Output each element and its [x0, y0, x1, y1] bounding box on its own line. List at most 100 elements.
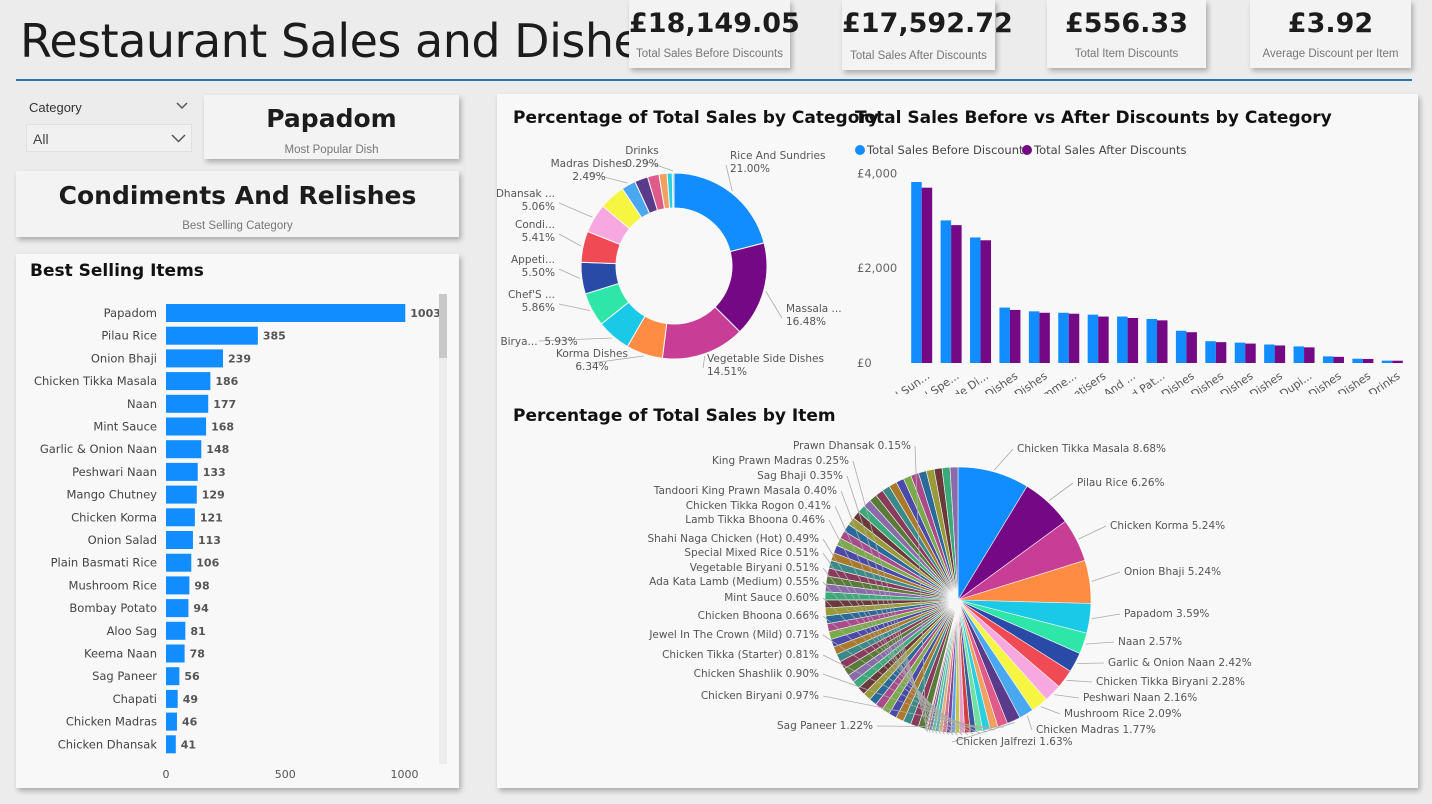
bar-data-label: 56: [184, 670, 200, 683]
charts-panel: Percentage of Total Sales by Category To…: [497, 94, 1418, 788]
leader-line: [876, 725, 1004, 728]
bar-data-label: 81: [190, 625, 205, 638]
kpi-label: Total Sales After Discounts: [850, 50, 987, 62]
bar-category-label: Chicken Korma: [71, 510, 157, 524]
pie-label: Chicken Madras 1.77%: [1036, 724, 1156, 736]
leader-line: [914, 445, 927, 732]
bar: [166, 372, 211, 391]
pie-label: Chicken Bhoona 0.66%: [698, 610, 819, 622]
pie-label: Chicken Korma 5.24%: [1110, 520, 1225, 532]
bar-data-label: 1003: [410, 307, 441, 320]
pie-label: Chicken Tikka (Starter) 0.81%: [662, 649, 819, 661]
bar: [1392, 360, 1403, 363]
pie-label: Lamb Tikka Bhoona 0.46%: [685, 514, 825, 526]
donut-label: Korma Dishes: [556, 348, 628, 360]
pie-label: Sag Bhaji 0.35%: [757, 470, 843, 482]
bar: [166, 440, 202, 459]
donut-label-value: 5.86%: [522, 302, 555, 314]
bar: [1068, 313, 1080, 363]
bar: [166, 304, 406, 322]
leader-line: [725, 164, 733, 192]
bar: [166, 553, 192, 572]
bar: [166, 462, 198, 481]
leader-line: [822, 597, 963, 736]
bar-category-label: Chapati: [113, 692, 157, 706]
kpi-label: Total Sales Before Discounts: [635, 48, 784, 60]
bar-category-label: Onion Bhaji: [91, 351, 157, 365]
bar: [166, 417, 207, 436]
bar-category-label: Aloo Sag: [107, 624, 157, 638]
pie-label: Mint Sauce 0.60%: [724, 592, 819, 604]
pie-label: Vegetable Biryani 0.51%: [690, 562, 819, 574]
pie-label: Shahi Naga Chicken (Hot) 0.49%: [647, 533, 819, 545]
bar-data-label: 46: [182, 716, 198, 729]
bar-data-label: 133: [203, 466, 226, 479]
leader-line: [558, 233, 582, 247]
donut-label: Madras Dishes: [551, 158, 628, 170]
bar-data-label: 148: [206, 443, 229, 456]
kpi-card-sales-before: £18,149.05 Total Sales Before Discounts: [629, 0, 800, 68]
pie-label: King Prawn Madras 0.25%: [712, 455, 849, 467]
leader-line: [1054, 694, 1080, 699]
chevron-down-icon: [171, 134, 186, 143]
pie-label: Special Mixed Rice 0.51%: [684, 547, 819, 559]
bar: [1039, 312, 1050, 363]
donut-label: Birya...: [500, 336, 537, 348]
bar: [970, 237, 981, 363]
leader-line: [538, 337, 613, 342]
bar-data-label: 239: [228, 352, 251, 365]
bar: [166, 712, 177, 731]
bar: [1175, 330, 1187, 363]
bar-category-label: Bombay Potato: [69, 601, 157, 615]
bar: [1381, 360, 1393, 363]
bar-data-label: 113: [198, 534, 221, 547]
donut-label-value: 21.00%: [730, 163, 770, 175]
leader-line: [765, 290, 783, 319]
leader-line: [994, 448, 1014, 471]
bar-category-label: Plain Basmati Rice: [51, 556, 157, 570]
pie-label: Chicken Biryani 0.97%: [701, 690, 819, 702]
bar: [921, 187, 933, 363]
pie-label: Chicken Jalfrezi 1.63%: [956, 736, 1073, 748]
donut-label: Appeti...: [511, 254, 555, 266]
pie-label: Garlic & Onion Naan 2.42%: [1108, 657, 1252, 669]
chevron-down-icon[interactable]: [176, 102, 188, 110]
bar: [166, 735, 176, 754]
x-tick-label: 1000: [391, 768, 419, 781]
bar: [1264, 344, 1275, 363]
donut-slice: [671, 172, 675, 209]
bar-data-label: 385: [263, 330, 286, 343]
scrollbar-thumb[interactable]: [439, 294, 447, 358]
bar-data-label: 168: [211, 421, 234, 434]
donut-label: Condi...: [515, 219, 555, 231]
best-category-label: Best Selling Category: [182, 220, 293, 232]
chart-title: Total Sales Before vs After Discounts by…: [855, 108, 1332, 128]
bar: [1117, 316, 1128, 363]
chart-title: Percentage of Total Sales by Item: [513, 406, 836, 426]
bar-category-label: Chicken Tikka Masala: [34, 374, 157, 388]
donut-label: Massala ...: [786, 303, 842, 315]
bar: [1087, 314, 1099, 363]
donut-label-value: 5.93%: [544, 336, 577, 348]
bar: [166, 621, 186, 640]
leader-line: [822, 567, 954, 736]
x-tick-label: Drinks: [1366, 369, 1402, 394]
bar: [166, 485, 197, 504]
bar: [1205, 341, 1216, 363]
x-tick-label: 500: [275, 768, 296, 781]
bar-data-label: 94: [193, 602, 209, 615]
bar: [980, 240, 992, 363]
leader-line: [822, 552, 949, 735]
pie-label: Tandoori King Prawn Masala 0.40%: [653, 485, 837, 497]
pie-label: Papadom 3.59%: [1124, 608, 1209, 620]
best-selling-items-panel: Best Selling Items Papadom 1003 Pilau Rice…: [16, 254, 459, 788]
category-dropdown[interactable]: All: [26, 124, 192, 152]
donut-label: Rice And Sundries: [730, 150, 825, 162]
bar: [1157, 320, 1168, 363]
bar: [1234, 342, 1246, 363]
donut-label-value: 0.29%: [625, 158, 658, 170]
scrollbar-track[interactable]: [439, 294, 447, 764]
bar: [1352, 358, 1363, 363]
leader-line: [840, 490, 934, 733]
pie-label: Chicken Tikka Masala 8.68%: [1017, 443, 1166, 455]
